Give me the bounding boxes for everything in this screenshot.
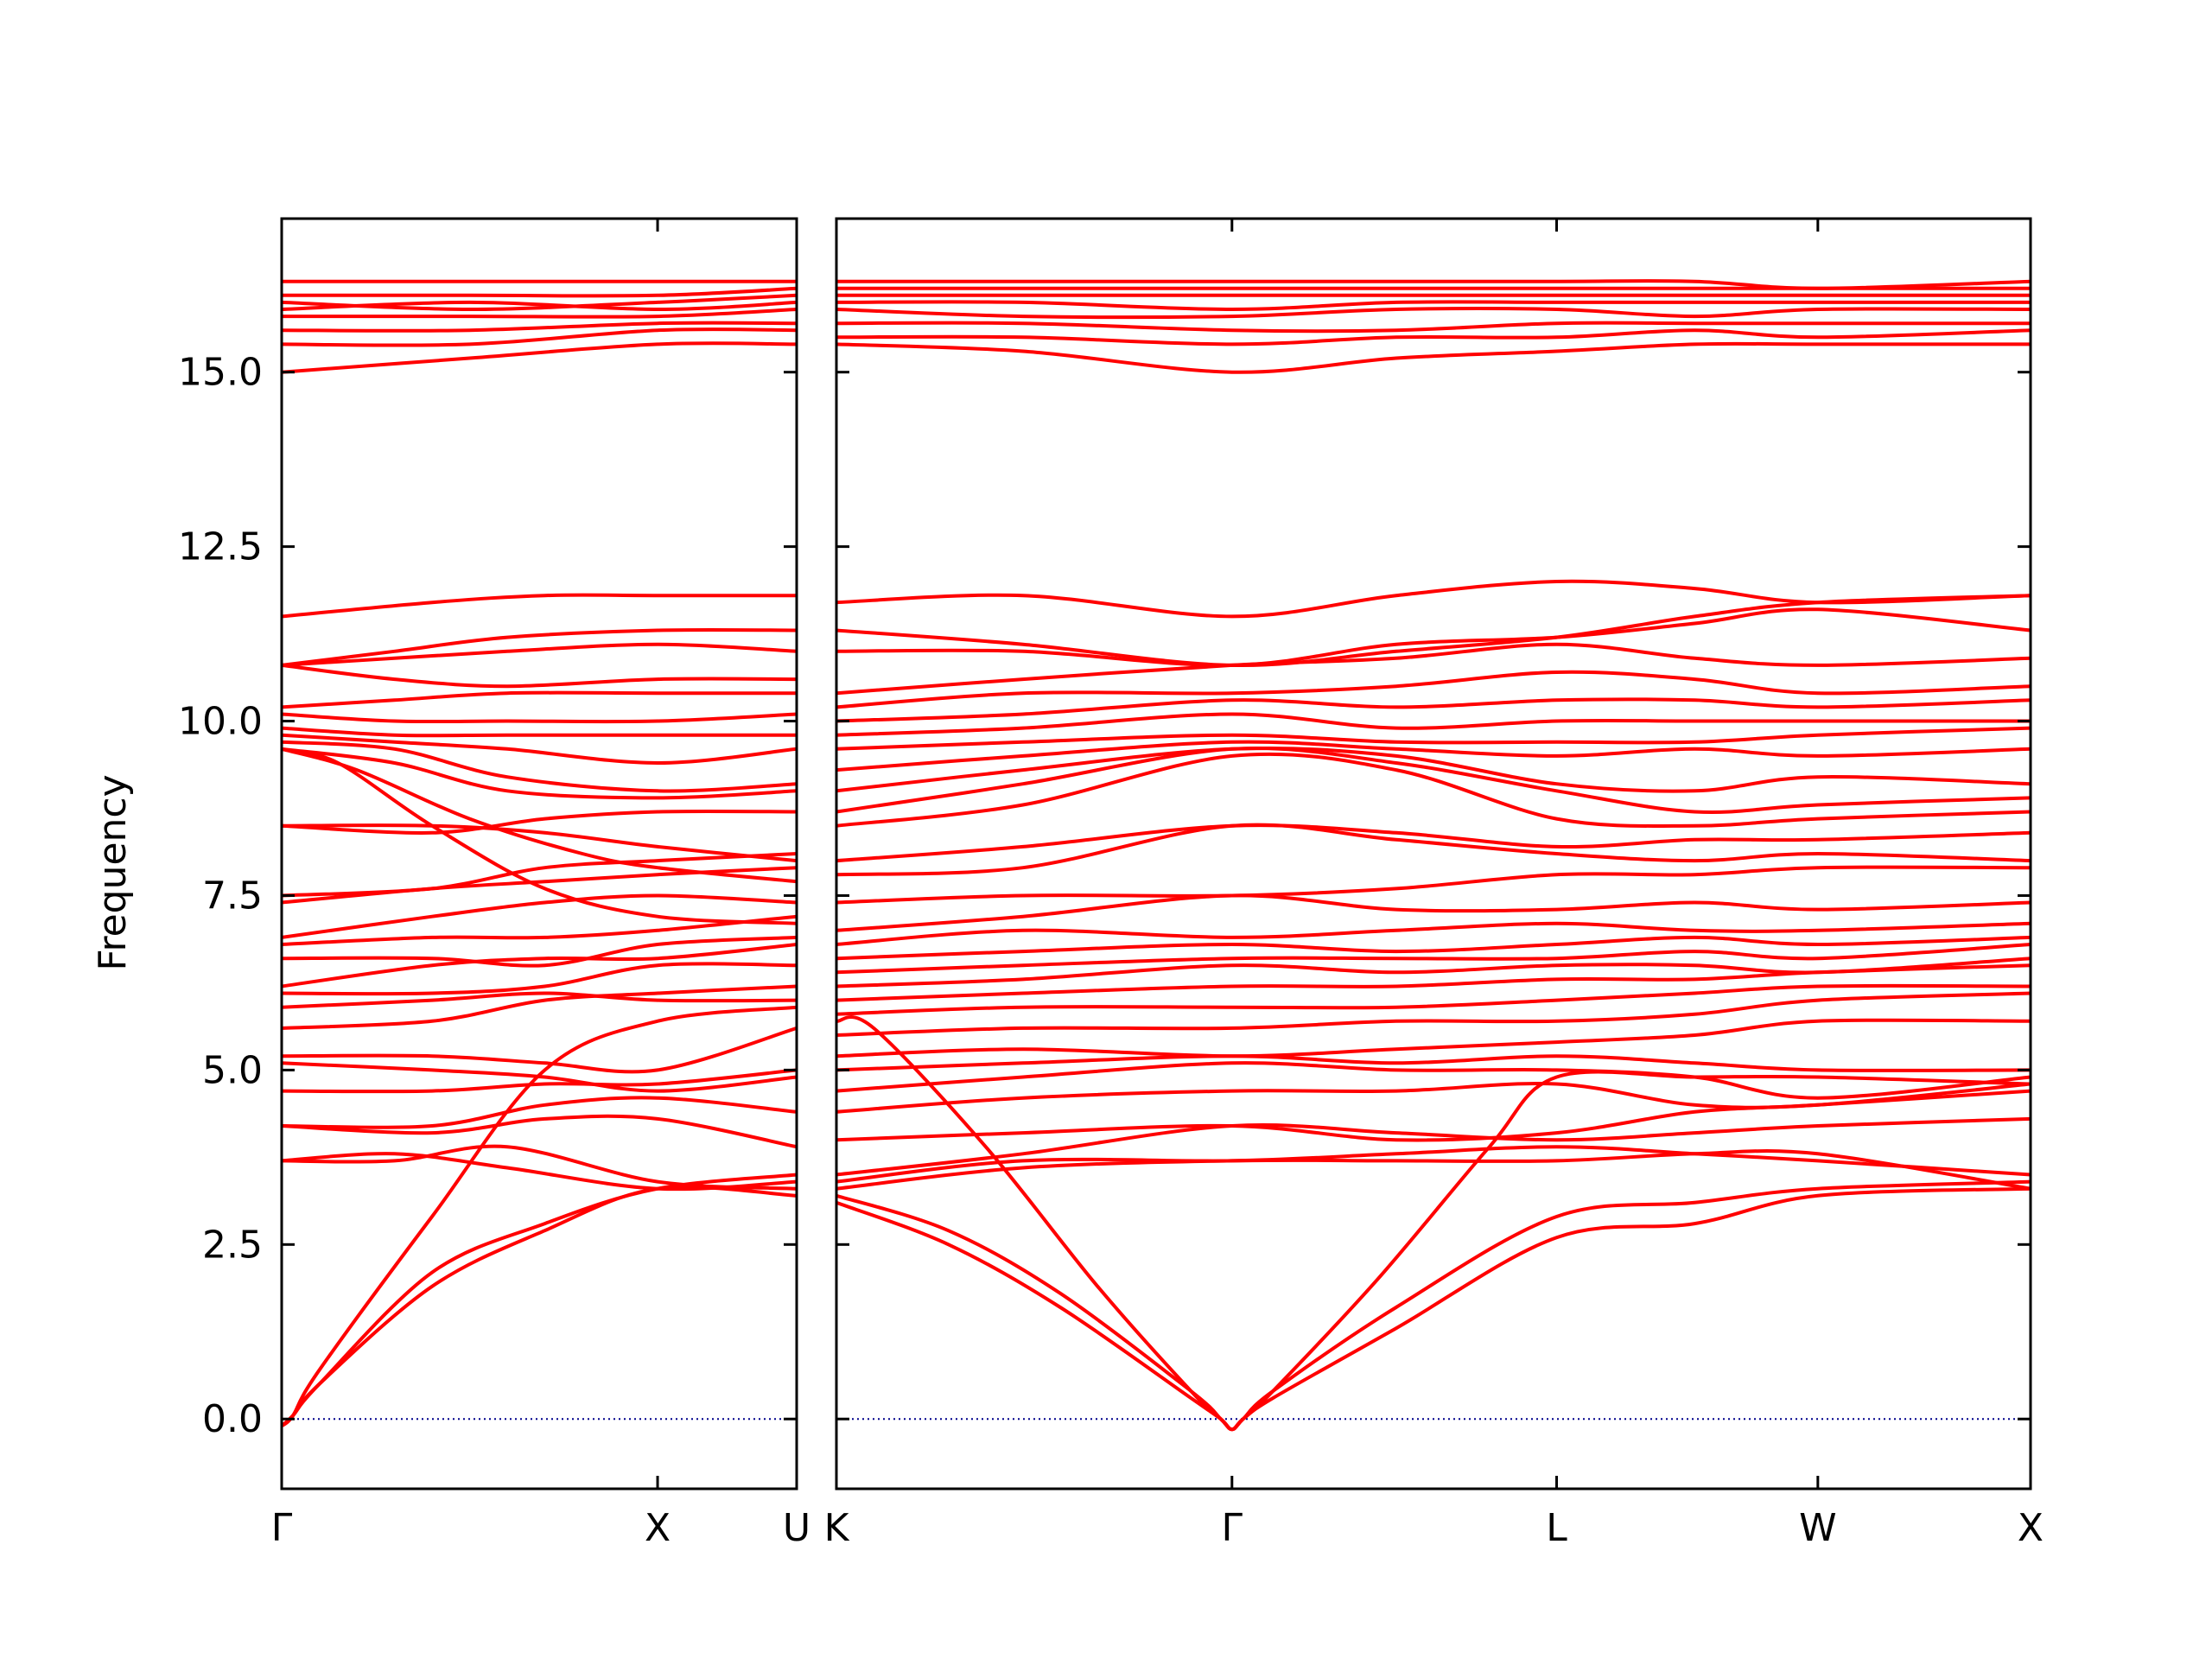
band-line <box>282 935 797 968</box>
y-tick-label: 2.5 <box>202 1223 263 1267</box>
band-line <box>282 747 797 884</box>
band-line <box>836 1054 2031 1072</box>
band-line <box>836 642 2031 696</box>
band-line <box>282 1144 797 1191</box>
band-line <box>836 983 2031 1016</box>
band-line <box>836 746 2031 793</box>
band-line <box>836 747 2031 815</box>
x-tick-label: X <box>2018 1506 2044 1550</box>
band-line <box>282 627 797 667</box>
band-line <box>282 286 797 298</box>
band-line <box>282 1114 797 1149</box>
band-line <box>282 740 797 793</box>
panel-frame <box>835 217 2032 1491</box>
band-line <box>836 726 2031 751</box>
band-line <box>836 752 2031 828</box>
y-tick-label: 7.5 <box>202 874 263 918</box>
band-line <box>836 307 2031 320</box>
band-line <box>836 579 2031 619</box>
band-lines <box>282 279 797 1428</box>
band-line <box>282 733 797 765</box>
band-line <box>282 1068 797 1094</box>
band-line <box>282 1061 797 1093</box>
band-line <box>282 712 797 724</box>
y-tick-label: 0.0 <box>202 1397 263 1441</box>
band-line <box>282 823 797 863</box>
band-line <box>836 300 2031 311</box>
y-tick-label: 15.0 <box>178 351 263 395</box>
band-line <box>836 1179 2031 1432</box>
band-line <box>836 921 2031 946</box>
band-line <box>836 607 2031 667</box>
band-line <box>282 943 797 988</box>
band-line <box>282 321 797 333</box>
band-line <box>836 823 2031 863</box>
band-lines <box>836 279 2031 1432</box>
band-line <box>282 914 797 946</box>
band-line <box>282 1026 797 1074</box>
band-line <box>282 852 797 898</box>
band-line <box>282 1096 797 1129</box>
band-line <box>836 279 2031 290</box>
band-line <box>836 328 2031 346</box>
band-line <box>836 712 2031 737</box>
band-line <box>282 1152 797 1192</box>
band-line <box>282 593 797 619</box>
x-tick-label: X <box>645 1506 671 1550</box>
band-line <box>836 1082 2031 1114</box>
band-line <box>836 1145 2031 1184</box>
band-line <box>836 1061 2031 1100</box>
band-line <box>282 991 797 1009</box>
band-line <box>282 327 797 347</box>
band-line <box>282 663 797 689</box>
band-line <box>836 341 2031 374</box>
x-tick-label: K <box>824 1506 850 1550</box>
band-line <box>836 321 2031 334</box>
band-line <box>836 991 2031 1037</box>
band-line <box>282 809 797 835</box>
band-line <box>836 935 2031 961</box>
band-line <box>836 1186 2031 1432</box>
x-tick-label: U <box>783 1506 810 1550</box>
y-axis-title: Frequency <box>91 774 135 970</box>
band-line <box>836 957 2031 988</box>
panel-frame <box>280 217 798 1491</box>
band-line <box>282 690 797 709</box>
band-line <box>836 1116 2031 1177</box>
band-line <box>836 823 2031 877</box>
band-line <box>282 962 797 996</box>
x-tick-label: Γ <box>1222 1506 1243 1550</box>
y-tick-label: 10.0 <box>178 700 263 744</box>
x-tick-label: W <box>1799 1506 1837 1550</box>
band-line <box>836 740 2031 772</box>
band-line <box>282 893 797 939</box>
x-tick-label: L <box>1546 1506 1567 1550</box>
band-line <box>282 293 797 311</box>
band-line <box>836 670 2031 709</box>
band-line <box>836 697 2031 723</box>
band-line <box>836 1018 2031 1058</box>
band-line <box>282 984 797 1030</box>
y-tick-label: 5.0 <box>202 1048 263 1092</box>
band-line <box>836 1149 2031 1191</box>
band-line <box>836 943 2031 975</box>
y-axis: 0.0 2.5 5.0 7.5 10.0 12.5 15.0 <box>178 351 263 1442</box>
band-line <box>282 341 797 374</box>
band-line <box>282 308 797 319</box>
band-line <box>836 893 2031 932</box>
y-tick-label: 12.5 <box>178 525 263 569</box>
band-line <box>836 865 2031 905</box>
band-line <box>282 726 797 738</box>
band-line <box>282 642 797 667</box>
x-tick-label: Γ <box>271 1506 293 1550</box>
band-line <box>282 747 797 800</box>
